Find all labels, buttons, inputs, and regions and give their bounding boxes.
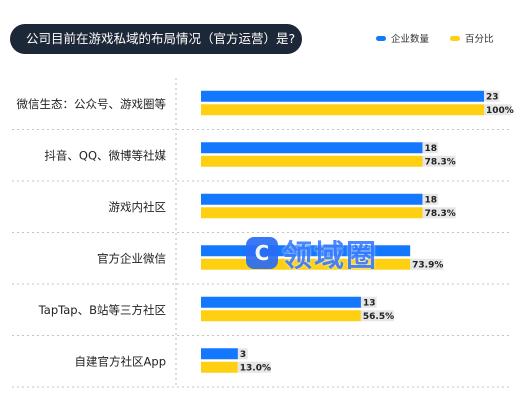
value-label-bg <box>422 155 456 167</box>
value-label-percent: 13.0% <box>240 363 271 373</box>
category-label: TapTap、B站等三方社区 <box>38 303 166 317</box>
bar-percent <box>201 104 484 116</box>
value-label-percent: 100% <box>486 106 514 116</box>
bar-count <box>201 90 484 102</box>
legend-swatch-percent <box>450 35 460 41</box>
value-label-bg <box>410 258 444 270</box>
value-label-percent: 78.3% <box>425 157 456 167</box>
value-label-bg <box>422 193 439 205</box>
bar-percent <box>201 310 361 322</box>
value-label-bg <box>237 361 271 373</box>
category-label: 抖音、QQ、微博等社媒 <box>44 148 166 162</box>
watermark: C 领域圈 <box>246 233 378 274</box>
bar-percent <box>201 155 423 167</box>
value-label-count: 13 <box>363 298 376 308</box>
bar-count <box>201 245 411 257</box>
legend-label-percent: 百分比 <box>465 34 494 45</box>
value-label-percent: 56.5% <box>363 312 394 322</box>
bar-count <box>201 193 423 205</box>
watermark-text: 领域圈 <box>282 239 378 274</box>
value-label-count: 3 <box>240 350 246 360</box>
category-label: 游戏内社区 <box>109 200 167 214</box>
value-label-bg <box>484 90 500 102</box>
legend-item-percent: 百分比 <box>450 31 494 45</box>
bar-percent <box>201 207 423 219</box>
value-label-count: 18 <box>424 195 437 205</box>
value-label-bg <box>484 104 512 116</box>
watermark-logo-icon: C <box>246 237 278 269</box>
bar-percent <box>201 361 238 373</box>
category-label: 官方企业微信 <box>97 251 166 265</box>
value-label-bg <box>422 207 456 219</box>
bar-count <box>201 296 361 308</box>
value-label-bg <box>237 348 248 360</box>
bar-count <box>201 142 423 154</box>
value-label-bg <box>360 296 377 308</box>
category-label: 微信生态：公众号、游戏圈等 <box>17 97 167 111</box>
value-label-count: 18 <box>424 144 437 154</box>
chart-title: 公司目前在游戏私域的布局情况（官方运营）是? <box>10 24 302 54</box>
bar-percent <box>201 258 411 270</box>
value-label-percent: 78.3% <box>425 209 456 219</box>
bar-count <box>201 348 238 360</box>
value-label-bg <box>360 310 394 322</box>
legend-item-count: 企业数量 <box>376 31 429 45</box>
value-label-count: 23 <box>486 92 499 102</box>
category-label: 自建官方社区App <box>75 354 166 368</box>
legend-label-count: 企业数量 <box>391 34 430 45</box>
value-label-bg <box>422 142 439 154</box>
value-label-percent: 73.9% <box>412 260 443 270</box>
legend-swatch-count <box>376 35 386 41</box>
